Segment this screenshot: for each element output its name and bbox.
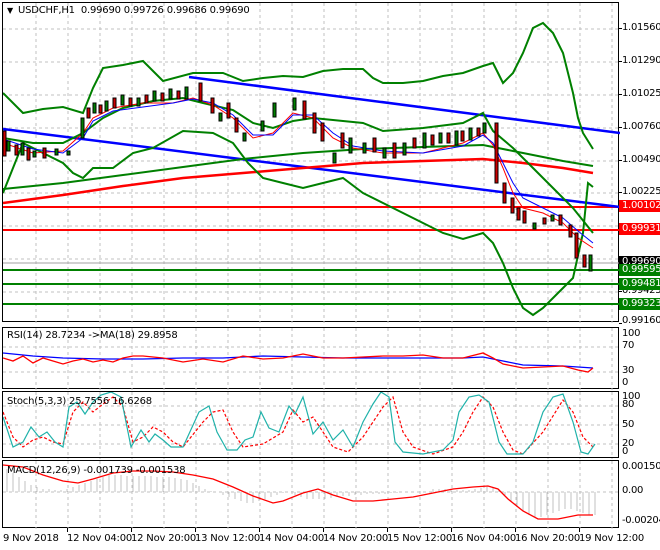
- rsi-axis-label: 30: [622, 365, 635, 376]
- macd-axis-label: -0.002048: [622, 515, 660, 526]
- time-label: 13 Nov 12:00: [195, 533, 261, 544]
- time-label: 12 Nov 04:00: [67, 533, 133, 544]
- price-axis-label: 1.01025: [622, 88, 660, 99]
- price-chart-canvas: [3, 3, 620, 323]
- open-price: 0.99690: [80, 5, 121, 16]
- time-label: 16 Nov 20:00: [515, 533, 581, 544]
- macd-axis-label: 0.001501: [622, 461, 660, 472]
- ma-100-line: [3, 143, 594, 190]
- price-tag-support-1: 0.99595: [619, 264, 660, 276]
- stochastic-label: Stoch(5,3,3) 25.7556 16.6268: [7, 396, 152, 407]
- high-price: 0.99726: [123, 5, 164, 16]
- price-tag-resistance-1: 1.00102: [619, 200, 660, 212]
- stoch-axis-label: 80: [622, 399, 635, 410]
- stoch-axis-label: 0: [622, 446, 629, 457]
- time-label: 19 Nov 12:00: [579, 533, 645, 544]
- stoch-main-line: [3, 392, 596, 455]
- close-price: 0.99690: [209, 5, 250, 16]
- time-label: 12 Nov 20:00: [131, 533, 197, 544]
- bollinger-upper: [3, 21, 594, 150]
- macd-histogram: [6, 469, 596, 517]
- price-tag-support-2: 0.99481: [619, 278, 660, 290]
- channel-upper-line: [188, 75, 620, 135]
- stochastic-pane[interactable]: Stoch(5,3,3) 25.7556 16.6268: [2, 391, 620, 459]
- price-axis-label: 0.99425: [622, 285, 660, 296]
- rsi-axis-label: 100: [622, 328, 641, 339]
- price-axis-label: 1.00760: [622, 121, 660, 132]
- stoch-axis-label: 100: [622, 391, 641, 402]
- rsi-canvas: [3, 328, 620, 390]
- rsi-label: RSI(14) 28.7234 ->MA(18) 29.8958: [7, 330, 178, 341]
- price-chart-pane[interactable]: ▼ USDCHF,H1 0.99690 0.99726 0.99686 0.996…: [2, 2, 620, 323]
- price-tag-resistance-2: 0.99931: [619, 223, 660, 235]
- rsi-line: [3, 352, 594, 373]
- low-price: 0.99686: [166, 5, 207, 16]
- macd-label: MACD(12,26,9) -0.001739 -0.001538: [7, 465, 186, 476]
- symbol-label: USDCHF,H1: [17, 5, 75, 16]
- macd-axis-label: 0.00: [622, 485, 644, 496]
- time-label: 14 Nov 20:00: [323, 533, 389, 544]
- time-label: 14 Nov 04:00: [259, 533, 325, 544]
- time-label: 15 Nov 12:00: [387, 533, 453, 544]
- price-axis-label: 0.99160: [622, 315, 660, 326]
- chart-title: ▼ USDCHF,H1 0.99690 0.99726 0.99686 0.996…: [7, 5, 250, 16]
- time-label: 9 Nov 2018: [3, 533, 59, 544]
- macd-pane[interactable]: MACD(12,26,9) -0.001739 -0.001538: [2, 460, 620, 529]
- rsi-pane[interactable]: RSI(14) 28.7234 ->MA(18) 29.8958: [2, 327, 620, 390]
- price-axis-label: 1.00225: [622, 186, 660, 197]
- price-axis-label: 1.01290: [622, 55, 660, 66]
- price-tag-support-3: 0.99323: [619, 298, 660, 310]
- time-label: 16 Nov 04:00: [451, 533, 517, 544]
- menu-triangle-icon[interactable]: ▼: [7, 6, 13, 15]
- stoch-axis-label: 20: [622, 438, 635, 449]
- stochastic-canvas: [3, 392, 620, 459]
- stoch-axis-label: 50: [622, 419, 635, 430]
- macd-signal-line: [3, 464, 593, 520]
- bollinger-lower: [3, 129, 594, 317]
- rsi-axis-label: 70: [622, 340, 635, 351]
- price-axis-label: 1.01560: [622, 22, 660, 33]
- price-axis-label: 1.00490: [622, 154, 660, 165]
- candlesticks: [3, 82, 593, 272]
- rsi-axis-label: 0: [622, 377, 629, 388]
- macd-canvas: [3, 461, 620, 529]
